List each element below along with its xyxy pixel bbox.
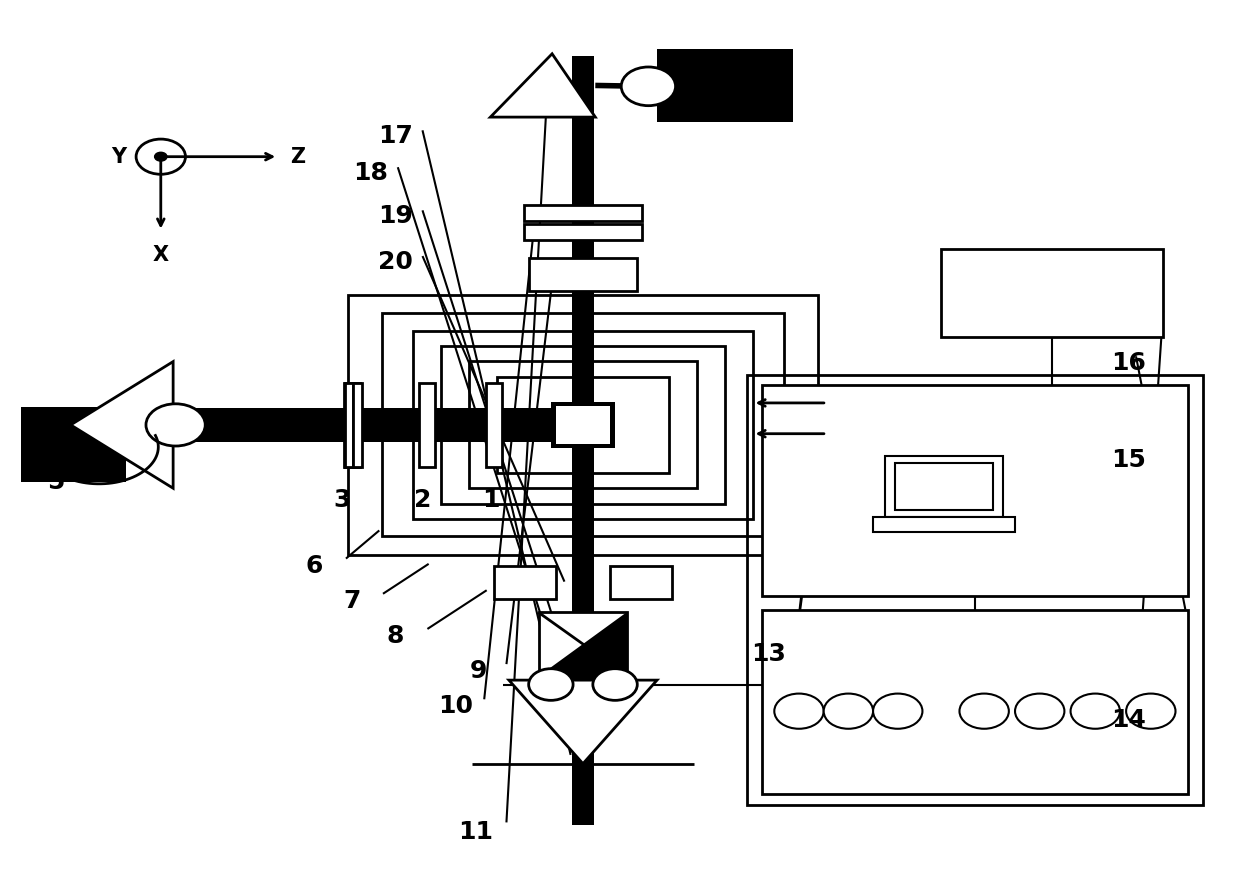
Text: 15: 15	[1111, 448, 1146, 472]
Circle shape	[155, 152, 167, 161]
Bar	[419, 383, 435, 466]
Bar	[348, 295, 817, 555]
Text: 17: 17	[378, 125, 413, 149]
Circle shape	[136, 139, 186, 174]
Bar	[748, 374, 1203, 804]
Text: X: X	[153, 244, 169, 265]
Circle shape	[146, 404, 206, 446]
Circle shape	[774, 694, 823, 728]
Bar	[413, 331, 753, 519]
Bar	[353, 382, 362, 467]
Circle shape	[593, 669, 637, 700]
Bar	[441, 346, 725, 504]
Circle shape	[960, 694, 1009, 728]
Bar	[556, 405, 610, 444]
Text: 2: 2	[414, 488, 432, 512]
Circle shape	[1126, 694, 1176, 728]
Polygon shape	[538, 612, 627, 676]
Bar	[345, 383, 360, 466]
Text: 14: 14	[1111, 707, 1146, 732]
Polygon shape	[71, 362, 174, 489]
Bar	[895, 463, 993, 511]
Bar	[469, 361, 697, 489]
Bar	[161, 408, 595, 442]
Bar	[382, 313, 784, 536]
Bar	[345, 382, 353, 467]
Text: 19: 19	[378, 204, 413, 228]
Text: 1: 1	[481, 488, 500, 512]
Text: Y: Y	[112, 147, 126, 166]
Bar	[873, 517, 1016, 532]
Circle shape	[1070, 694, 1120, 728]
Bar	[657, 50, 792, 121]
Bar	[572, 56, 594, 825]
Bar	[21, 407, 126, 482]
Circle shape	[621, 67, 676, 105]
Text: 10: 10	[438, 695, 474, 719]
Circle shape	[823, 694, 873, 728]
Bar	[496, 377, 670, 473]
Text: 8: 8	[387, 624, 404, 648]
Text: 20: 20	[378, 250, 413, 274]
Circle shape	[1016, 694, 1064, 728]
Text: 5: 5	[47, 470, 64, 494]
Text: 11: 11	[458, 820, 494, 844]
Bar	[494, 566, 556, 599]
Bar	[486, 383, 502, 466]
Circle shape	[873, 694, 923, 728]
Text: 3: 3	[334, 488, 351, 512]
Circle shape	[528, 669, 573, 700]
Text: 16: 16	[1111, 351, 1146, 375]
Bar	[885, 456, 1003, 517]
Text: 6: 6	[305, 554, 322, 578]
Bar	[551, 402, 615, 448]
Bar	[610, 566, 672, 599]
Bar	[523, 205, 642, 221]
Text: Z: Z	[290, 147, 305, 166]
Bar	[523, 225, 642, 240]
Polygon shape	[490, 54, 595, 117]
Bar	[941, 249, 1163, 337]
Text: 18: 18	[353, 161, 388, 185]
Text: 9: 9	[470, 659, 487, 683]
Text: 7: 7	[343, 589, 361, 612]
Bar	[528, 258, 637, 291]
Polygon shape	[508, 681, 657, 764]
Bar	[761, 610, 1188, 794]
Bar	[761, 385, 1188, 596]
Text: 13: 13	[750, 642, 786, 666]
Bar	[538, 612, 627, 676]
